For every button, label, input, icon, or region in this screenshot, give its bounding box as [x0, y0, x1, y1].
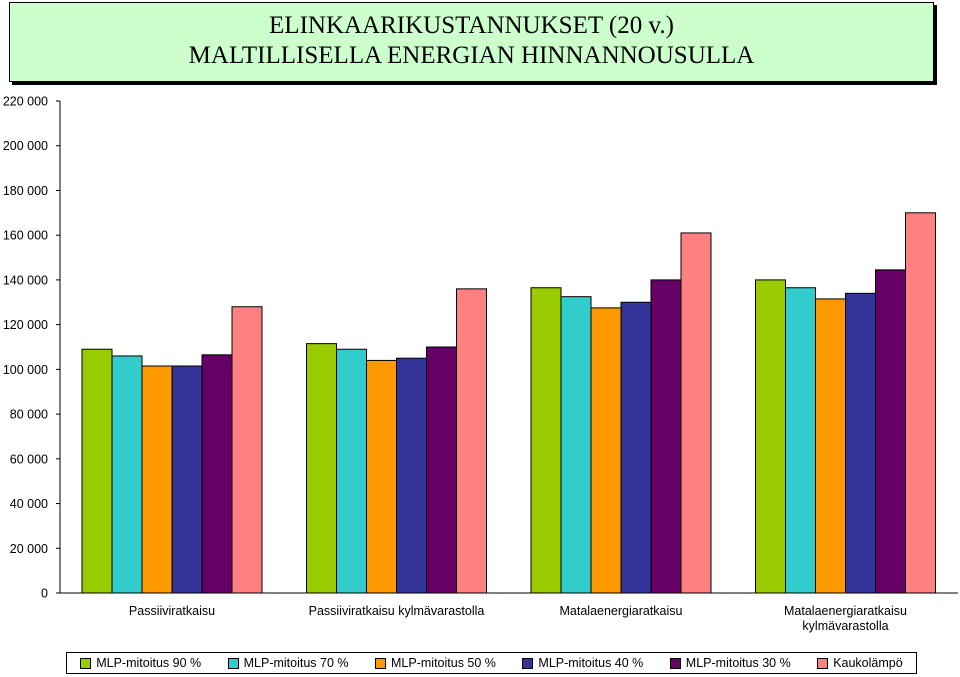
bar — [905, 212, 936, 594]
bar — [111, 355, 143, 594]
bar — [141, 365, 173, 594]
y-tick-label: 40 000 — [10, 497, 48, 511]
y-tick-label: 120 000 — [3, 318, 48, 332]
bar — [875, 269, 906, 594]
y-tick-label: 20 000 — [10, 542, 48, 556]
bar — [530, 287, 562, 594]
y-tick-label: 160 000 — [3, 229, 48, 243]
bar — [366, 359, 397, 594]
legend-swatch — [522, 657, 534, 669]
bar — [456, 288, 487, 594]
bar — [336, 348, 367, 594]
bar — [426, 346, 457, 594]
y-tick-label: 80 000 — [10, 408, 48, 422]
x-tick-label-line: kylmävarastolla — [802, 619, 889, 633]
legend-item: MLP-mitoitus 70 % — [227, 656, 349, 670]
x-tick-label-line: Passiiviratkaisu kylmävarastolla — [308, 604, 485, 618]
x-tick-label: Matalaenergiaratkaisu kylmävarastolla — [736, 604, 956, 634]
x-tick-label: Passiiviratkaisu — [62, 604, 282, 619]
legend-swatch — [375, 657, 387, 669]
bar — [590, 307, 622, 594]
legend-swatch — [669, 657, 681, 669]
legend-swatch — [227, 657, 239, 669]
legend: MLP-mitoitus 90 % MLP-mitoitus 70 % MLP-mi… — [66, 652, 917, 674]
chart-title-box: ELINKAARIKUSTANNUKSET (20 v.) MALTILLISE… — [9, 2, 934, 82]
legend-item: MLP-mitoitus 30 % — [669, 656, 791, 670]
x-tick-label: Matalaenergiaratkaisu — [511, 604, 731, 619]
chart-title-line-1: ELINKAARIKUSTANNUKSET (20 v.) — [269, 12, 674, 39]
bar — [620, 301, 652, 594]
legend-label: MLP-mitoitus 30 % — [685, 656, 791, 670]
legend-item: Kaukolämpö — [817, 656, 903, 670]
bar — [560, 296, 592, 594]
bar — [680, 232, 712, 594]
bar — [171, 365, 203, 594]
bar — [81, 348, 113, 594]
y-tick-label: 220 000 — [3, 95, 48, 109]
legend-label: MLP-mitoitus 40 % — [538, 656, 644, 670]
bar — [306, 343, 337, 594]
x-tick-label-line: Passiiviratkaisu — [128, 604, 216, 618]
bar — [755, 279, 786, 594]
legend-item: MLP-mitoitus 90 % — [80, 656, 201, 670]
bar — [815, 298, 846, 594]
bar — [231, 306, 263, 594]
x-tick-label-line: Matalaenergiaratkaisu — [784, 604, 907, 618]
y-tick-label: 0 — [41, 587, 48, 601]
bar — [396, 357, 427, 594]
legend-swatch — [80, 657, 92, 669]
y-tick-label: 100 000 — [3, 363, 48, 377]
bar — [845, 292, 876, 594]
bar — [201, 354, 233, 594]
legend-label: Kaukolämpö — [833, 656, 903, 670]
x-tick-label-line: Matalaenergiaratkaisu — [559, 604, 683, 618]
y-tick-label: 200 000 — [3, 139, 48, 153]
chart-title-line-2: MALTILLISELLA ENERGIAN HINNANNOUSULLA — [188, 42, 755, 69]
legend-item: MLP-mitoitus 50 % — [375, 656, 496, 670]
x-tick-label: Passiiviratkaisu kylmävarastolla — [287, 604, 507, 619]
y-tick-label: 180 000 — [3, 184, 48, 198]
legend-label: MLP-mitoitus 50 % — [391, 656, 496, 670]
y-tick-label: 140 000 — [3, 273, 48, 287]
legend-swatch — [817, 657, 829, 669]
legend-label: MLP-mitoitus 70 % — [243, 656, 349, 670]
y-tick-label: 60 000 — [10, 452, 48, 466]
legend-label: MLP-mitoitus 90 % — [96, 656, 202, 670]
bar — [650, 279, 682, 594]
legend-item: MLP-mitoitus 40 % — [522, 656, 643, 670]
bar — [785, 287, 816, 594]
